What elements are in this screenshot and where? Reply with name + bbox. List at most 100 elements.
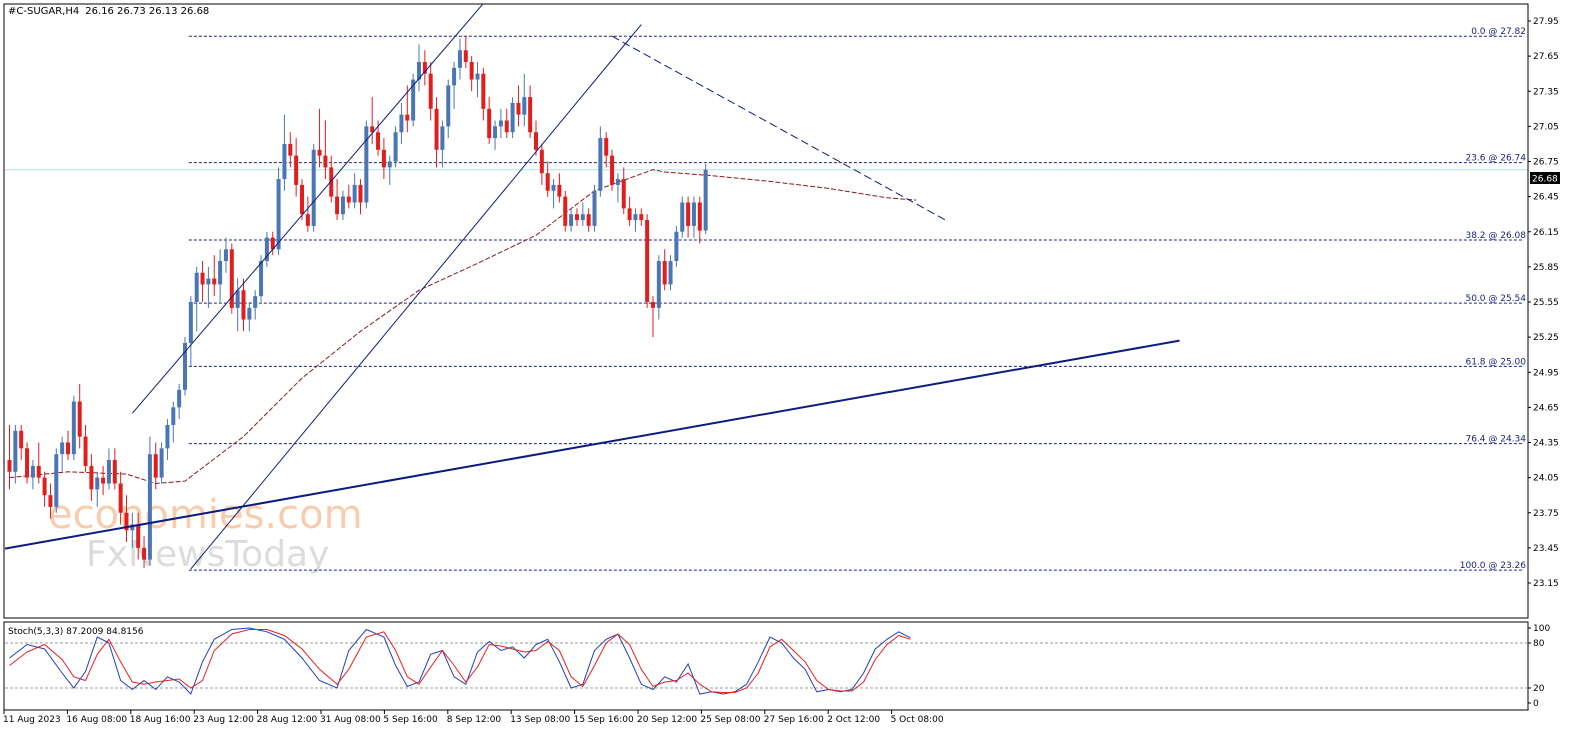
stoch-tick-label: 0 [1533,699,1539,709]
candle-body [703,169,708,231]
candle [118,471,123,525]
candle [557,173,562,203]
candle-body [493,126,498,139]
candle [42,471,47,507]
stoch-panel-frame [3,621,1529,711]
candle [270,231,275,256]
candle-body [586,214,591,226]
candle [387,155,392,185]
candle-body [147,454,152,560]
trendlines-group[interactable] [4,3,1180,570]
fibonacci-group: 0.0 @ 27.82 23.6 @ 26.74 38.2 @ 26.08 50.0 … [188,27,1526,571]
price-tick-label: 27.35 [1533,87,1559,97]
fib-level-label: 23.6 @ 26.74 [1465,154,1526,164]
candle-body [510,102,515,133]
stoch-title: Stoch(5,3,3) 87.2009 84.8156 [8,627,144,637]
candle-body [563,196,568,226]
candle-body [77,401,82,437]
downtrend-line[interactable] [611,35,946,221]
symbol-label: #C-SUGAR,H4 [8,6,79,17]
candle [528,85,533,139]
candle [218,249,223,302]
candle [48,483,53,519]
candle-body [686,202,691,226]
candle-body [411,79,416,121]
candle-body [381,149,386,168]
candle [241,278,246,332]
candle-body [498,120,503,127]
candle-body [101,477,106,484]
candle [130,512,135,548]
time-axis: 11 Aug 2023 16 Aug 08:00 18 Aug 16:00 23 Au… [3,710,944,725]
candle [300,179,304,221]
candle [440,120,445,168]
price-tick-label: 23.45 [1533,544,1559,554]
candle-body [124,512,129,531]
candle-body [83,436,88,466]
candle-body [294,155,299,185]
price-tick-label: 27.95 [1533,17,1559,27]
candle [551,179,556,209]
candle [165,419,170,461]
candle-body [475,73,480,80]
stoch-tick-label: 20 [1533,684,1545,694]
fib-level-label: 38.2 @ 26.08 [1465,231,1526,241]
candle [680,196,685,238]
candle-body [358,184,363,203]
candle [352,173,357,209]
price-tick-label: 24.35 [1533,439,1559,449]
time-tick-label: 5 Sep 16:00 [383,715,438,725]
candle-body [329,167,334,197]
candle-body [680,202,685,232]
price-tick-label: 26.15 [1533,228,1559,238]
candle-body [504,120,509,133]
candle [71,395,76,461]
candle [639,208,644,226]
candle [259,255,264,302]
candle-body [95,477,100,490]
candle [534,120,538,156]
candle [428,61,433,121]
candle [317,108,322,168]
candle [60,436,65,472]
channel-lower-line[interactable] [190,24,642,570]
channel-upper-line[interactable] [131,3,484,414]
candle [610,149,615,191]
candle [305,196,310,232]
candle [247,302,252,332]
candle-body [557,184,562,197]
current-price-badge [1530,172,1560,184]
time-tick-label: 5 Oct 08:00 [891,715,944,725]
candle [183,337,187,396]
candle-body [469,61,474,80]
candle-body [539,149,544,174]
candle [592,184,597,232]
candle [633,208,638,232]
candle [95,471,100,507]
candle-body [598,138,603,191]
candle-body [241,290,246,320]
candle-body [323,155,328,168]
candle-body [569,214,574,226]
candle [153,442,158,490]
candle [703,163,708,235]
support-trendline[interactable] [4,339,1180,550]
candle-body [528,97,533,133]
candle-body [574,214,579,221]
candle-body [30,465,35,478]
time-tick-label: 25 Sep 08:00 [700,715,760,725]
main-panel-frame [3,3,1529,619]
candle [229,243,234,314]
candle-body [668,261,673,285]
candle [112,448,117,490]
fib-level-label: 50.0 @ 25.54 [1465,294,1526,304]
candle-body [452,67,457,86]
candle-body [551,184,556,191]
candle-body [36,465,41,478]
candle-body [481,73,486,109]
candle-body [621,179,626,209]
candle [364,120,369,209]
price-tick-label: 27.05 [1533,122,1559,132]
candle-body [60,442,65,455]
